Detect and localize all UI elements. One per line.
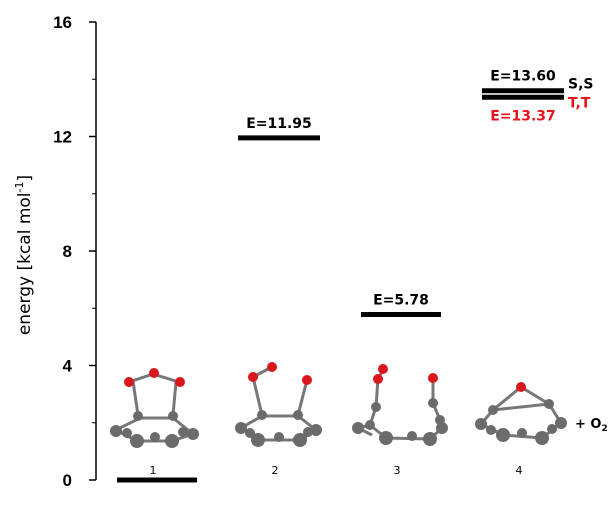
molecule-1-icon [110, 368, 199, 448]
energy-value-label: E=11.95 [246, 116, 312, 132]
energy-value-label: E=13.60 [490, 69, 556, 85]
structure-number-label: 1 [150, 464, 157, 477]
structure-number-label: 2 [272, 464, 279, 477]
structure-number-label: 3 [394, 464, 401, 477]
y-tick-label: 8 [63, 242, 72, 261]
y-tick-label: 0 [63, 471, 72, 490]
spin-state-label: T,T [568, 95, 591, 111]
molecule-4-icon [475, 382, 567, 445]
molecule-3-icon [352, 364, 448, 446]
molecule-2-icon [235, 362, 322, 447]
y-tick-label: 12 [53, 128, 72, 147]
structure-number-label: 4 [516, 464, 523, 477]
y-axis-label: energy [kcal mol-1] [13, 175, 35, 335]
y-tick-label: 4 [63, 357, 73, 376]
energy-value-label: E=5.78 [373, 293, 429, 309]
spin-state-label: S,S [568, 77, 593, 93]
energy-value-label: E=13.37 [490, 108, 556, 124]
y-tick-label: 16 [53, 13, 72, 32]
o2-label: + O2 [575, 417, 608, 434]
